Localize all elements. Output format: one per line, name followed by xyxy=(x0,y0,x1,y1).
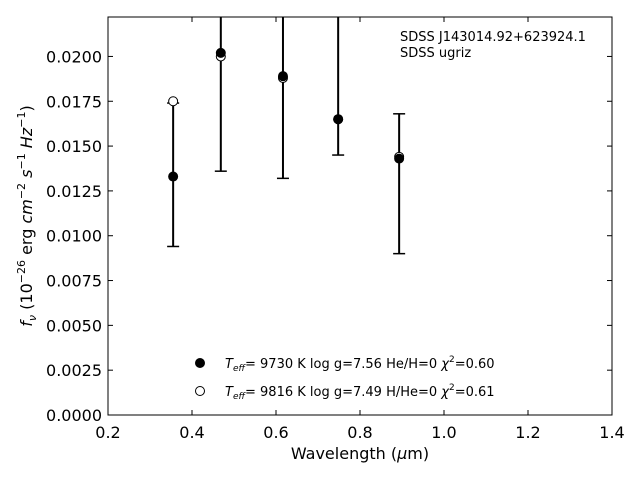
x-tick-label: 0.4 xyxy=(179,423,204,442)
y-tick-label: 0.0125 xyxy=(46,182,102,201)
x-tick-label: 0.8 xyxy=(347,423,372,442)
x-tick-label: 1.4 xyxy=(599,423,624,442)
y-tick-label: 0.0100 xyxy=(46,227,102,246)
y-tick-label: 0.0025 xyxy=(46,361,102,380)
y-tick-label: 0.0175 xyxy=(46,92,102,111)
legend-entry-1: Teff= 9730 K log g=7.56 He/H=0 χ2=0.60 xyxy=(225,355,495,374)
legend-entry-2: Teff= 9816 K log g=7.49 H/He=0 χ2=0.61 xyxy=(225,383,495,402)
filled-point xyxy=(215,47,226,58)
y-axis-label: fν (10−26 erg cm−2 s−1 Hz−1) xyxy=(15,105,39,326)
x-tick-label: 1.0 xyxy=(431,423,456,442)
y-tick-label: 0.0050 xyxy=(46,316,102,335)
filled-point xyxy=(394,153,405,164)
x-tick-label: 0.6 xyxy=(263,423,288,442)
plot-frame xyxy=(107,16,613,416)
y-tick-label: 0.0000 xyxy=(46,406,102,425)
y-tick-label: 0.0075 xyxy=(46,272,102,291)
legend-marker-open xyxy=(195,386,205,396)
y-tick-label: 0.0200 xyxy=(46,47,102,66)
y-tick-label: 0.0150 xyxy=(46,137,102,156)
object-name-annotation: SDSS J143014.92+623924.1 xyxy=(400,30,586,45)
axis-ticks: 0.2 0.4 0.6 0.8 1.0 1.2 1.4 0.0000 0.0025 0.0050 0… xyxy=(46,17,625,442)
filled-point xyxy=(277,71,288,82)
filled-point xyxy=(333,114,344,125)
x-axis-label: Wavelength (μm) xyxy=(291,444,429,463)
filled-point xyxy=(168,171,179,182)
x-tick-label: 0.2 xyxy=(95,423,120,442)
legend-marker-filled xyxy=(195,358,205,368)
data-points xyxy=(168,47,405,182)
x-tick-label: 1.2 xyxy=(515,423,540,442)
legend: Teff= 9730 K log g=7.56 He/H=0 χ2=0.60 T… xyxy=(195,355,495,402)
survey-annotation: SDSS ugriz xyxy=(400,46,471,61)
error-bars xyxy=(167,17,406,255)
open-point xyxy=(168,96,179,107)
